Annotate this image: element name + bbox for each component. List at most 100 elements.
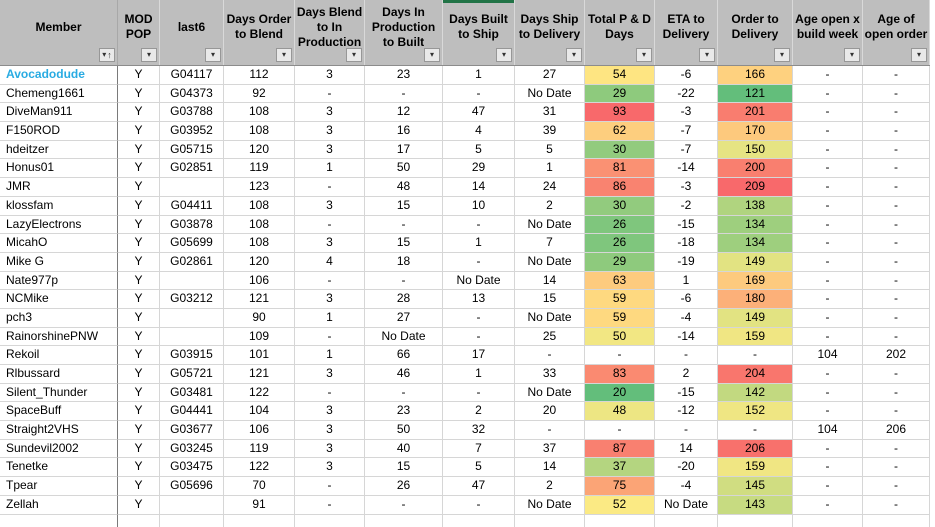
cell-eta_to_delivery[interactable]: - bbox=[655, 346, 718, 365]
cell-in_production_to_built[interactable]: No Date bbox=[365, 327, 443, 347]
cell-in_production_to_built[interactable]: 12 bbox=[365, 103, 443, 123]
cell-blend_to_in_production[interactable]: 1 bbox=[295, 346, 365, 365]
cell-eta_to_delivery[interactable]: -6 bbox=[655, 290, 718, 309]
cell-mod_pop[interactable]: Y bbox=[118, 271, 160, 291]
cell-eta_to_delivery[interactable]: 1 bbox=[655, 271, 718, 291]
cell-age_of_open_order[interactable]: - bbox=[863, 495, 930, 515]
cell-last6[interactable] bbox=[160, 271, 224, 291]
cell-built_to_ship[interactable]: - bbox=[443, 327, 515, 347]
cell-order_to_blend[interactable]: 108 bbox=[224, 103, 295, 123]
cell-built_to_ship[interactable]: 5 bbox=[443, 140, 515, 160]
cell-member[interactable]: klossfam bbox=[0, 196, 118, 216]
cell-total_pd[interactable]: 37 bbox=[585, 458, 655, 478]
cell-member[interactable]: Straight2VHS bbox=[0, 421, 118, 440]
cell-order_to_blend[interactable]: 119 bbox=[224, 159, 295, 179]
cell-ship_to_delivery[interactable]: 14 bbox=[515, 271, 585, 291]
cell-last6[interactable]: G04441 bbox=[160, 402, 224, 422]
cell-age_of_open_order[interactable]: 206 bbox=[863, 421, 930, 440]
cell-in_production_to_built[interactable]: 18 bbox=[365, 252, 443, 272]
cell-order_to_blend[interactable]: 92 bbox=[224, 84, 295, 104]
cell-ship_to_delivery[interactable]: No Date bbox=[515, 495, 585, 515]
cell-age_of_open_order[interactable]: - bbox=[863, 252, 930, 272]
cell-last6[interactable]: G04117 bbox=[160, 66, 224, 85]
cell-blend_to_in_production[interactable]: - bbox=[295, 327, 365, 347]
cell-member[interactable]: MicahO bbox=[0, 234, 118, 253]
cell-empty[interactable] bbox=[365, 514, 443, 527]
cell-order_to_blend[interactable]: 122 bbox=[224, 383, 295, 403]
filter-button-age_open_build_week[interactable]: ▾ bbox=[844, 48, 860, 62]
cell-age_of_open_order[interactable]: - bbox=[863, 66, 930, 85]
cell-order_to_delivery[interactable]: - bbox=[718, 421, 793, 440]
cell-total_pd[interactable]: 62 bbox=[585, 122, 655, 141]
cell-last6[interactable]: G02851 bbox=[160, 159, 224, 179]
cell-ship_to_delivery[interactable]: No Date bbox=[515, 308, 585, 328]
cell-mod_pop[interactable]: Y bbox=[118, 346, 160, 365]
cell-eta_to_delivery[interactable]: -4 bbox=[655, 308, 718, 328]
cell-total_pd[interactable]: 83 bbox=[585, 365, 655, 384]
cell-last6[interactable]: G03677 bbox=[160, 421, 224, 440]
cell-built_to_ship[interactable]: 1 bbox=[443, 234, 515, 253]
cell-order_to_blend[interactable]: 108 bbox=[224, 234, 295, 253]
cell-order_to_blend[interactable]: 104 bbox=[224, 402, 295, 422]
cell-order_to_blend[interactable]: 70 bbox=[224, 477, 295, 496]
cell-order_to_delivery[interactable]: 134 bbox=[718, 234, 793, 253]
cell-total_pd[interactable]: 63 bbox=[585, 271, 655, 291]
cell-in_production_to_built[interactable]: 50 bbox=[365, 159, 443, 179]
cell-last6[interactable]: G03481 bbox=[160, 383, 224, 403]
cell-order_to_delivery[interactable]: 138 bbox=[718, 196, 793, 216]
cell-blend_to_in_production[interactable]: 3 bbox=[295, 421, 365, 440]
cell-member[interactable]: hdeitzer bbox=[0, 140, 118, 160]
cell-age_of_open_order[interactable]: - bbox=[863, 327, 930, 347]
cell-age_of_open_order[interactable]: - bbox=[863, 140, 930, 160]
filter-button-total_pd[interactable]: ▾ bbox=[636, 48, 652, 62]
cell-age_open_build_week[interactable]: - bbox=[793, 439, 863, 459]
cell-age_of_open_order[interactable]: - bbox=[863, 122, 930, 141]
cell-member[interactable]: DiveMan911 bbox=[0, 103, 118, 123]
cell-built_to_ship[interactable]: 5 bbox=[443, 458, 515, 478]
cell-total_pd[interactable]: 59 bbox=[585, 308, 655, 328]
cell-age_open_build_week[interactable]: - bbox=[793, 234, 863, 253]
cell-order_to_blend[interactable]: 101 bbox=[224, 346, 295, 365]
cell-age_open_build_week[interactable]: - bbox=[793, 66, 863, 85]
cell-total_pd[interactable]: 30 bbox=[585, 140, 655, 160]
cell-age_open_build_week[interactable]: - bbox=[793, 290, 863, 309]
cell-in_production_to_built[interactable]: 66 bbox=[365, 346, 443, 365]
cell-age_open_build_week[interactable]: - bbox=[793, 327, 863, 347]
cell-in_production_to_built[interactable]: - bbox=[365, 383, 443, 403]
cell-age_open_build_week[interactable]: - bbox=[793, 103, 863, 123]
cell-eta_to_delivery[interactable]: -20 bbox=[655, 458, 718, 478]
cell-in_production_to_built[interactable]: 16 bbox=[365, 122, 443, 141]
cell-order_to_delivery[interactable]: 170 bbox=[718, 122, 793, 141]
cell-member[interactable]: LazyElectrons bbox=[0, 215, 118, 235]
cell-eta_to_delivery[interactable]: - bbox=[655, 421, 718, 440]
cell-eta_to_delivery[interactable]: -7 bbox=[655, 122, 718, 141]
cell-member[interactable]: Mike G bbox=[0, 252, 118, 272]
cell-eta_to_delivery[interactable]: -14 bbox=[655, 159, 718, 179]
cell-empty[interactable] bbox=[0, 514, 118, 527]
cell-age_of_open_order[interactable]: - bbox=[863, 234, 930, 253]
cell-ship_to_delivery[interactable]: 7 bbox=[515, 234, 585, 253]
cell-order_to_blend[interactable]: 108 bbox=[224, 196, 295, 216]
cell-mod_pop[interactable]: Y bbox=[118, 495, 160, 515]
cell-in_production_to_built[interactable]: 23 bbox=[365, 66, 443, 85]
filter-button-blend_to_in_production[interactable]: ▾ bbox=[346, 48, 362, 62]
cell-in_production_to_built[interactable]: 46 bbox=[365, 365, 443, 384]
cell-mod_pop[interactable]: Y bbox=[118, 178, 160, 197]
cell-age_of_open_order[interactable]: - bbox=[863, 84, 930, 104]
cell-order_to_delivery[interactable]: 159 bbox=[718, 458, 793, 478]
cell-eta_to_delivery[interactable]: No Date bbox=[655, 495, 718, 515]
cell-order_to_delivery[interactable]: 134 bbox=[718, 215, 793, 235]
cell-in_production_to_built[interactable]: - bbox=[365, 271, 443, 291]
cell-mod_pop[interactable]: Y bbox=[118, 234, 160, 253]
cell-mod_pop[interactable]: Y bbox=[118, 290, 160, 309]
cell-built_to_ship[interactable]: - bbox=[443, 215, 515, 235]
cell-blend_to_in_production[interactable]: - bbox=[295, 477, 365, 496]
cell-total_pd[interactable]: 30 bbox=[585, 196, 655, 216]
cell-order_to_blend[interactable]: 90 bbox=[224, 308, 295, 328]
cell-age_open_build_week[interactable]: - bbox=[793, 402, 863, 422]
cell-mod_pop[interactable]: Y bbox=[118, 477, 160, 496]
cell-ship_to_delivery[interactable]: No Date bbox=[515, 84, 585, 104]
filter-button-in_production_to_built[interactable]: ▾ bbox=[424, 48, 440, 62]
cell-age_of_open_order[interactable]: - bbox=[863, 290, 930, 309]
cell-blend_to_in_production[interactable]: 3 bbox=[295, 122, 365, 141]
